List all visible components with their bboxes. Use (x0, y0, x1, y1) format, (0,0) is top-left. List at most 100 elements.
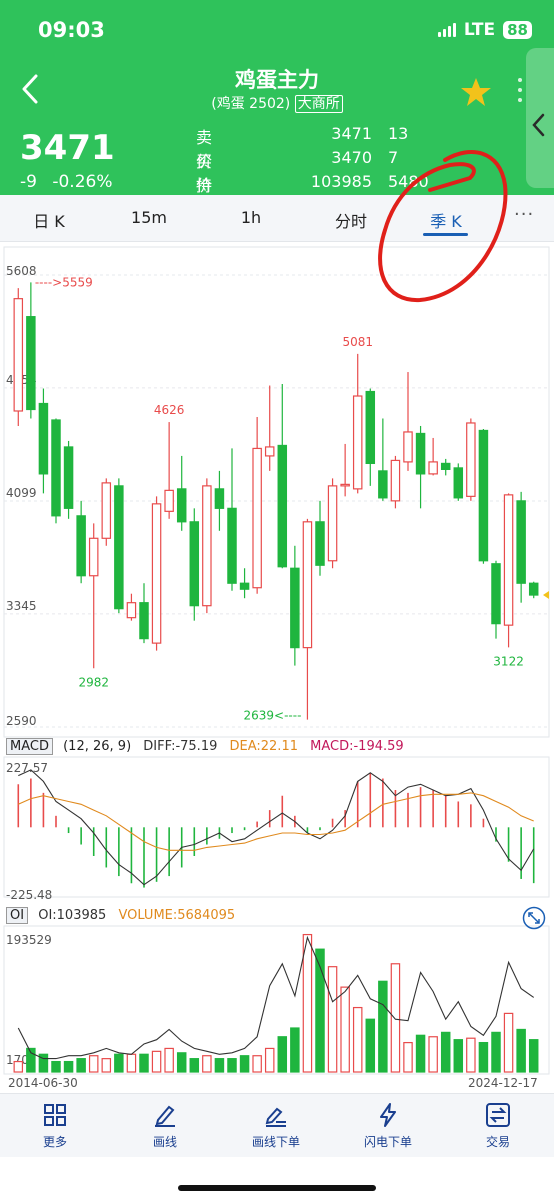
oi-indicator-name[interactable]: OI (6, 907, 29, 924)
volume-bar (378, 980, 388, 1073)
toolbar-label: 画线 (152, 1135, 177, 1149)
quote-label: 卖价 (196, 128, 213, 171)
volume-bar (227, 1058, 237, 1073)
change-percent: -0.26% (52, 172, 113, 192)
candle-body (264, 446, 275, 457)
volume-bar (63, 1060, 74, 1073)
macd-dea: DEA:22.11 (229, 739, 299, 754)
toolbar-label: 交易 (485, 1135, 510, 1149)
favorite-star-icon[interactable] (460, 77, 492, 107)
volume-bar (503, 1012, 514, 1073)
macd-value: MACD:-194.59 (310, 739, 404, 754)
volume-bar (403, 1041, 413, 1073)
candle-body (189, 521, 200, 607)
volume-bar (239, 1055, 250, 1073)
macd-pane-frame (3, 756, 550, 898)
quote-value: 103985 (310, 172, 372, 191)
toolbar-flash-order-button[interactable]: 闪电下单 (343, 1102, 433, 1150)
toolbar-more-button[interactable]: 更多 (10, 1102, 100, 1150)
toolbar-draw-line-button[interactable]: 画线 (120, 1102, 210, 1150)
quote-label: 买价 (196, 152, 213, 195)
candle-body (252, 447, 262, 589)
volume-bar (340, 986, 350, 1073)
page-title: 鸡蛋主力 (235, 68, 319, 92)
price-change: -9 -0.26% (20, 172, 123, 192)
more-menu-icon[interactable] (514, 75, 526, 105)
candle-body (503, 494, 514, 626)
expand-icon[interactable] (522, 906, 546, 930)
tab-intraday[interactable]: 分时 (334, 212, 367, 231)
chevron-left-icon (532, 113, 545, 137)
toolbar-label: 画线下单 (251, 1135, 300, 1149)
battery-icon: 88 (503, 21, 532, 39)
volume-bar (252, 1055, 262, 1073)
grid-icon (44, 1104, 66, 1126)
oi-pane-frame (3, 925, 550, 1075)
x-start-date: 2014-06-30 (8, 1076, 78, 1090)
volume-bar (365, 1018, 376, 1073)
candle-body (440, 462, 451, 470)
volume-bar (76, 1058, 86, 1073)
tab-1h[interactable]: 1h (240, 208, 262, 227)
volume-bar (151, 1050, 162, 1073)
macd-max-label: 227.57 (6, 761, 48, 775)
candle-body (126, 602, 137, 619)
candle-body (290, 567, 300, 649)
candle-body (340, 483, 350, 487)
y-tick-label: 2590 (6, 714, 37, 728)
volume-bar (528, 1039, 539, 1073)
oi-legend: OI OI:103985 VOLUME:5684095 (6, 907, 243, 924)
home-indicator (178, 1185, 376, 1191)
tab-15m[interactable]: 15m (131, 208, 167, 227)
price-annotation: 5081 (342, 335, 373, 349)
candle-body (478, 429, 489, 562)
candle-body (466, 422, 476, 497)
tab-quarterly-k[interactable]: 季 K (430, 212, 462, 231)
tab-more-icon[interactable]: ··· (514, 204, 535, 225)
y-tick-label: 3345 (6, 599, 37, 613)
macd-indicator-name[interactable]: MACD (6, 738, 53, 755)
pen-icon (155, 1105, 175, 1127)
contract-name: (鸡蛋 2502) (211, 96, 291, 112)
candle-body (214, 488, 225, 509)
volume-bar (277, 1036, 288, 1073)
candle-body (327, 485, 338, 562)
volume-bar (38, 1053, 49, 1073)
volume-bar (176, 1052, 187, 1073)
candle-body (415, 432, 426, 475)
last-price-marker (543, 591, 549, 600)
oi-value: OI:103985 (38, 908, 107, 923)
volume-bar (101, 1058, 112, 1073)
quote-value: 3471 (331, 124, 372, 143)
candle-body (315, 521, 325, 566)
toolbar-trade-button[interactable]: 交易 (453, 1102, 543, 1150)
candle-body (51, 419, 61, 517)
trade-icon (486, 1103, 510, 1127)
volume-bar (51, 1060, 61, 1073)
chart-area[interactable]: 56084854409933452590---->555946265081298… (0, 242, 554, 1092)
volume-bar (352, 1006, 363, 1073)
volume-bar (13, 1060, 24, 1073)
network-label: LTE (463, 20, 496, 40)
candle-body (227, 507, 237, 584)
volume-bar (315, 948, 325, 1073)
quote-qty: 7 (388, 148, 399, 167)
toolbar-line-order-button[interactable]: 画线下单 (231, 1102, 321, 1150)
price-annotation: ---->5559 (35, 275, 93, 289)
pen-order-icon (265, 1107, 286, 1127)
contract-subtitle: (鸡蛋 2502) 大商所 (0, 93, 554, 113)
quote-qty: 13 (388, 124, 409, 143)
volume-bar (202, 1055, 212, 1073)
volume-value: VOLUME:5684095 (118, 908, 236, 923)
kline-chart[interactable]: 56084854409933452590---->555946265081298… (0, 242, 554, 1092)
back-icon[interactable] (16, 72, 44, 106)
y-tick-label: 5608 (6, 264, 37, 278)
macd-diff: DIFF:-75.19 (143, 739, 218, 754)
volume-bar (390, 963, 401, 1073)
quote-value: 3470 (331, 148, 372, 167)
price-annotation: 2639<---- (244, 709, 302, 723)
candle-body (491, 563, 501, 625)
tab-daily-k[interactable]: 日 K (33, 212, 65, 231)
volume-bar (428, 1036, 438, 1073)
